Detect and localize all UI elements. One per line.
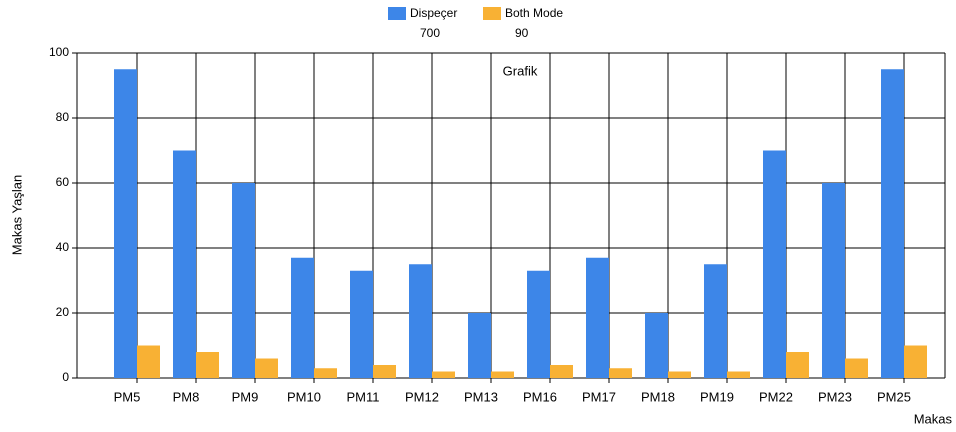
legend-label: Dispeçer [410, 6, 457, 20]
y-tick-label: 20 [56, 305, 70, 319]
bar [904, 345, 927, 378]
x-tick-label: PM12 [405, 389, 439, 404]
legend-swatch [483, 7, 501, 20]
bar [468, 313, 491, 378]
x-axis-label: Makas [914, 411, 953, 426]
x-tick-label: PM11 [347, 389, 380, 404]
bar [114, 69, 137, 378]
x-tick-label: PM8 [173, 389, 200, 404]
y-tick-label: 100 [49, 45, 69, 59]
bar [645, 313, 668, 378]
bar [668, 371, 691, 378]
bar [491, 371, 514, 378]
bar [786, 352, 809, 378]
bar [137, 345, 160, 378]
x-tick-label: PM10 [287, 389, 321, 404]
x-tick-label: PM25 [877, 389, 911, 404]
legend-value: 700 [420, 26, 440, 40]
x-tick-label: PM23 [818, 389, 852, 404]
bar [527, 270, 550, 378]
bar [763, 150, 786, 378]
bar [409, 264, 432, 378]
x-tick-label: PM22 [759, 389, 793, 404]
bar [822, 183, 845, 378]
bar [291, 257, 314, 378]
bar [350, 270, 373, 378]
bar [255, 358, 278, 378]
legend-label: Both Mode [505, 6, 563, 20]
x-tick-label: PM9 [232, 389, 259, 404]
bar [586, 257, 609, 378]
bar [727, 371, 750, 378]
bar [232, 183, 255, 378]
x-tick-label: PM18 [641, 389, 675, 404]
y-tick-label: 80 [56, 110, 70, 124]
bar [432, 371, 455, 378]
bar [314, 368, 337, 378]
x-tick-label: PM17 [582, 389, 616, 404]
x-tick-label: PM16 [523, 389, 557, 404]
legend-swatch [388, 7, 406, 20]
bar [704, 264, 727, 378]
y-axis-label: Makas Yaşlan [9, 175, 24, 255]
bar [196, 352, 219, 378]
bar [845, 358, 868, 378]
x-tick-label: PM13 [464, 389, 498, 404]
bar [173, 150, 196, 378]
chart-title: Grafik [503, 63, 538, 78]
bar [373, 365, 396, 378]
bar [881, 69, 904, 378]
y-tick-label: 0 [62, 370, 69, 384]
legend-value: 90 [515, 26, 529, 40]
x-tick-label: PM5 [114, 389, 141, 404]
x-tick-label: PM19 [700, 389, 734, 404]
bar [609, 368, 632, 378]
y-tick-label: 60 [56, 175, 70, 189]
bar [550, 365, 573, 378]
y-tick-label: 40 [56, 240, 70, 254]
